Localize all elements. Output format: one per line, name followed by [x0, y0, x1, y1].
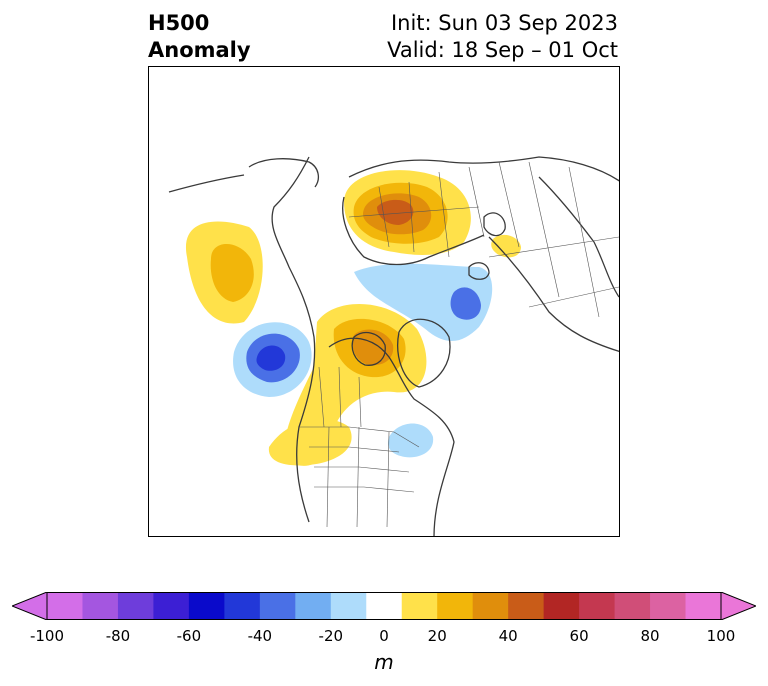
political-borders — [299, 161, 619, 528]
border-eurasia-8 — [348, 206, 480, 218]
coast-novaya-zemlya — [483, 212, 506, 237]
border-canada-prov-2 — [338, 366, 342, 428]
anomaly-nepac-negative-40 — [256, 345, 286, 371]
coast-greenland — [397, 318, 451, 388]
coast-alaska — [248, 158, 320, 188]
coast-east-asia — [488, 236, 619, 353]
colorbar-cell — [224, 592, 261, 620]
colorbar-tick-label: -100 — [29, 627, 65, 645]
border-eurasia-9 — [488, 236, 619, 258]
border-us-states-6 — [386, 431, 390, 528]
coast-svalbard — [468, 262, 490, 280]
colorbar-cell — [437, 592, 474, 620]
coast-na-west — [271, 156, 316, 523]
colorbar-tick-label: 40 — [498, 627, 518, 645]
colorbar-cell — [295, 592, 332, 620]
border-eurasia-3 — [438, 171, 450, 258]
colorbar-tick-label: -60 — [176, 627, 202, 645]
colorbar-unit: m — [374, 650, 394, 674]
coast-kamchatka — [538, 176, 619, 298]
border-us-states-4 — [326, 426, 330, 528]
coastlines — [168, 156, 619, 536]
title-field: Anomaly — [148, 38, 251, 62]
coast-eurasia-north — [348, 156, 619, 182]
border-eurasia-7 — [568, 166, 600, 318]
init-date: Init: Sun 03 Sep 2023 — [390, 11, 618, 35]
border-eurasia-4 — [468, 166, 485, 238]
colorbar-tick-label: 20 — [427, 627, 447, 645]
border-eurasia-5 — [498, 161, 520, 248]
colorbar-tick-label: 100 — [706, 627, 736, 645]
border-eurasia-10 — [528, 286, 619, 308]
colorbar-cell — [153, 592, 190, 620]
colorbar-cell — [259, 592, 296, 620]
colorbar-cell — [614, 592, 651, 620]
colorbar-under-arrow — [12, 592, 48, 620]
border-us-states-3 — [314, 486, 415, 493]
colorbar-cell — [82, 592, 119, 620]
anomaly-scandinavia-positive-50 — [377, 199, 414, 225]
border-canada-prov-1 — [318, 366, 325, 428]
coast-hudson-bay — [351, 331, 386, 366]
colorbar-tick-label: -20 — [318, 627, 344, 645]
anomaly-arctic-negative-20 — [354, 263, 493, 342]
valid-period: Valid: 18 Sep – 01 Oct — [387, 38, 618, 62]
border-canada-prov-3 — [358, 376, 362, 428]
anomaly-arctic-negative-30 — [450, 287, 481, 320]
border-eurasia-6 — [528, 161, 560, 298]
border-us-states-1 — [309, 446, 400, 453]
colorbar-tick-label: 60 — [569, 627, 589, 645]
anomaly-shading — [185, 170, 521, 466]
colorbar-outline — [46, 592, 722, 620]
colorbar-tick-label: -80 — [105, 627, 131, 645]
colorbar — [12, 592, 756, 620]
colorbar-cell — [330, 592, 367, 620]
colorbar-cell — [579, 592, 616, 620]
colorbar-tick-label: 0 — [379, 627, 389, 645]
map-svg — [168, 156, 619, 536]
colorbar-cell — [117, 592, 154, 620]
colorbar-cell — [508, 592, 545, 620]
anomaly-siberia-positive-20 — [491, 234, 521, 258]
colorbar-tick-label: -40 — [247, 627, 273, 645]
anomaly-pacific-positive-30 — [210, 244, 254, 302]
anomaly-map — [148, 66, 620, 537]
border-us-states-5 — [356, 426, 360, 528]
border-us-states-2 — [314, 466, 410, 473]
colorbar-cell — [650, 592, 687, 620]
colorbar-cell — [685, 592, 722, 620]
coast-na-east — [328, 337, 455, 536]
border-eurasia-2 — [408, 181, 415, 253]
title-variable: H500 — [148, 11, 210, 35]
colorbar-cell — [543, 592, 580, 620]
coast-europe — [342, 196, 485, 266]
anomaly-great-lakes-negative-20 — [387, 423, 434, 458]
title-right: Init: Sun 03 Sep 2023 Valid: 18 Sep – 01… — [387, 10, 618, 64]
colorbar-cell — [472, 592, 509, 620]
colorbar-tick-label: 80 — [640, 627, 660, 645]
colorbar-cell — [366, 592, 403, 620]
colorbar-cell — [47, 592, 83, 620]
colorbar-cell — [188, 592, 225, 620]
border-eurasia-1 — [378, 186, 390, 248]
colorbar-over-arrow — [720, 592, 756, 620]
title-left: H500 Anomaly — [148, 10, 251, 64]
coast-aleutians — [168, 174, 245, 193]
anomaly-west-us-positive-20 — [268, 418, 352, 466]
colorbar-cells — [47, 592, 722, 620]
colorbar-cell — [401, 592, 438, 620]
